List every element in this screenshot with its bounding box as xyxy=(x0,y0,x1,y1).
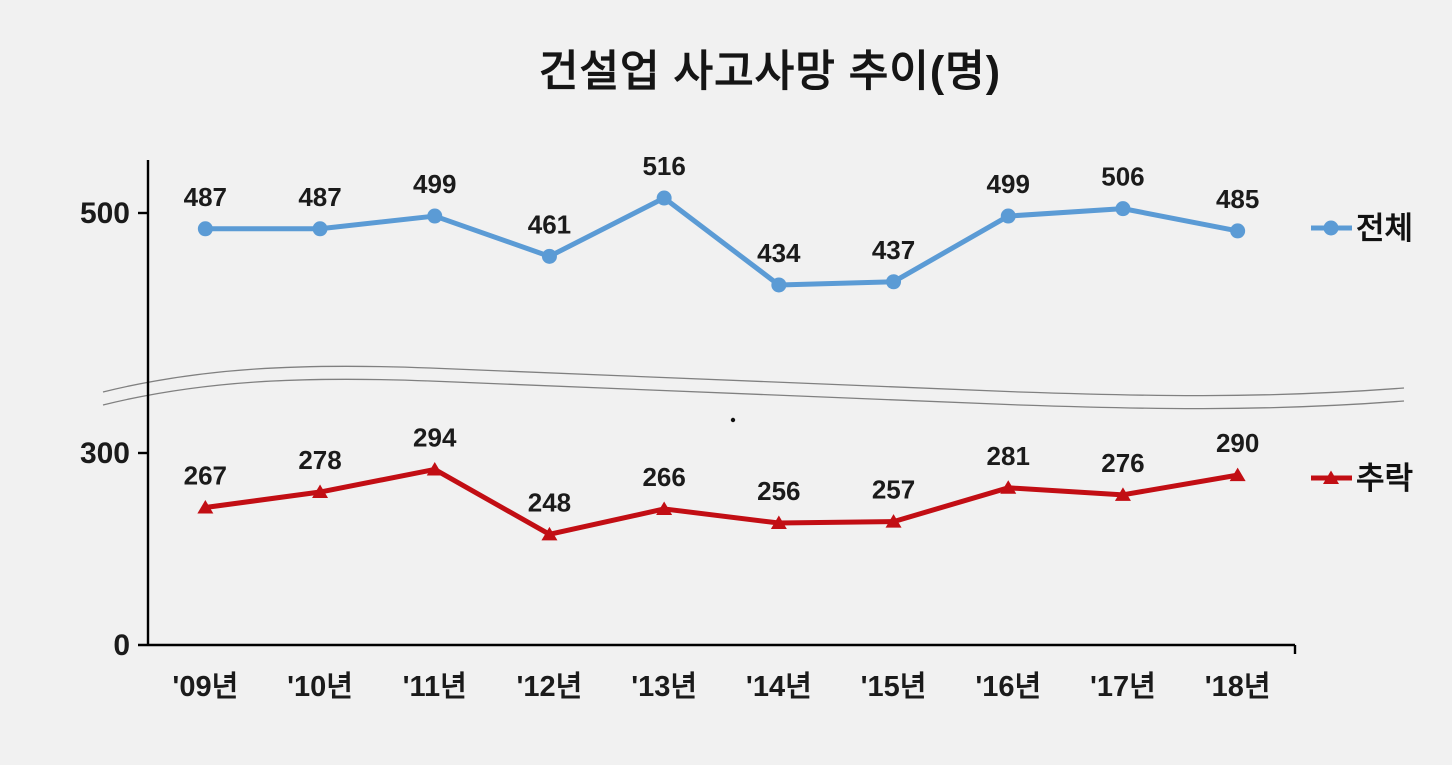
data-point-marker xyxy=(427,208,443,224)
series-line-전체 xyxy=(202,195,1241,288)
data-point-marker xyxy=(771,277,787,293)
data-label: 437 xyxy=(872,235,915,265)
data-label: 281 xyxy=(987,441,1030,471)
data-label: 248 xyxy=(528,487,571,517)
data-point-marker xyxy=(541,526,558,541)
data-label: 434 xyxy=(757,238,801,268)
data-label: 487 xyxy=(298,182,341,212)
data-label: 499 xyxy=(413,169,456,199)
data-point-marker xyxy=(426,461,443,476)
y-tick-label: 500 xyxy=(80,197,130,230)
x-tick-label: '16년 xyxy=(975,670,1041,703)
x-tick-label: '10년 xyxy=(287,670,353,703)
chart-title: 건설업 사고사망 추이(명) xyxy=(539,48,1001,96)
data-point-marker xyxy=(656,501,673,515)
data-point-marker xyxy=(886,274,902,290)
data-point-marker xyxy=(197,221,213,237)
y-tick-label: 0 xyxy=(113,629,130,662)
data-label: 499 xyxy=(987,169,1030,199)
axis-break-top-line xyxy=(102,365,1405,397)
data-point-marker xyxy=(541,248,557,264)
axes xyxy=(138,160,1297,654)
data-label: 278 xyxy=(298,445,341,475)
data-point-marker xyxy=(1229,467,1246,482)
data-point-marker xyxy=(770,515,787,530)
x-tick-label: '09년 xyxy=(172,670,238,703)
legend-marker-triangle xyxy=(1323,470,1339,484)
data-label: 294 xyxy=(413,422,457,452)
axis-break-lines xyxy=(102,365,1405,423)
data-label: 276 xyxy=(1101,448,1144,478)
data-point-marker xyxy=(656,190,672,206)
data-point-marker xyxy=(1115,201,1131,217)
data-label: 290 xyxy=(1216,428,1259,458)
data-label: 266 xyxy=(642,462,685,492)
data-point-marker xyxy=(312,221,328,237)
series-line-추락 xyxy=(202,466,1241,537)
data-label: 257 xyxy=(872,475,915,505)
x-tick-label: '17년 xyxy=(1090,670,1156,703)
axis-break-bottom-line xyxy=(102,378,1405,410)
x-tick-label: '11년 xyxy=(403,670,467,703)
data-label: 487 xyxy=(184,182,227,212)
data-point-marker xyxy=(1114,487,1131,501)
data-label: 516 xyxy=(642,151,685,181)
data-label: 256 xyxy=(757,476,800,506)
plot-area: 0 300 500 '09년 '10년 '11년 '12년 '13년 '14년 '15년 '16년 '… xyxy=(80,151,1413,703)
data-point-marker xyxy=(197,500,214,514)
data-point-marker xyxy=(1000,208,1016,224)
data-point-marker xyxy=(885,514,902,528)
x-tick-label: '15년 xyxy=(861,670,927,703)
data-point-marker xyxy=(1000,480,1017,494)
data-point-marker xyxy=(312,484,329,499)
data-label: 461 xyxy=(528,209,571,239)
data-label: 506 xyxy=(1101,162,1144,192)
legend-label: 전체 xyxy=(1356,211,1413,246)
stray-dot xyxy=(730,417,736,423)
data-label: 267 xyxy=(184,461,227,491)
legend-label: 추락 xyxy=(1356,461,1413,496)
legend-marker-circle xyxy=(1323,220,1339,236)
data-point-marker xyxy=(1230,223,1246,239)
x-tick-label: '12년 xyxy=(517,670,583,703)
x-tick-label: '14년 xyxy=(746,670,812,703)
x-tick-label: '13년 xyxy=(631,670,697,703)
x-tick-label: '18년 xyxy=(1205,670,1271,703)
data-label: 485 xyxy=(1216,184,1259,214)
y-tick-label: 300 xyxy=(80,437,130,470)
